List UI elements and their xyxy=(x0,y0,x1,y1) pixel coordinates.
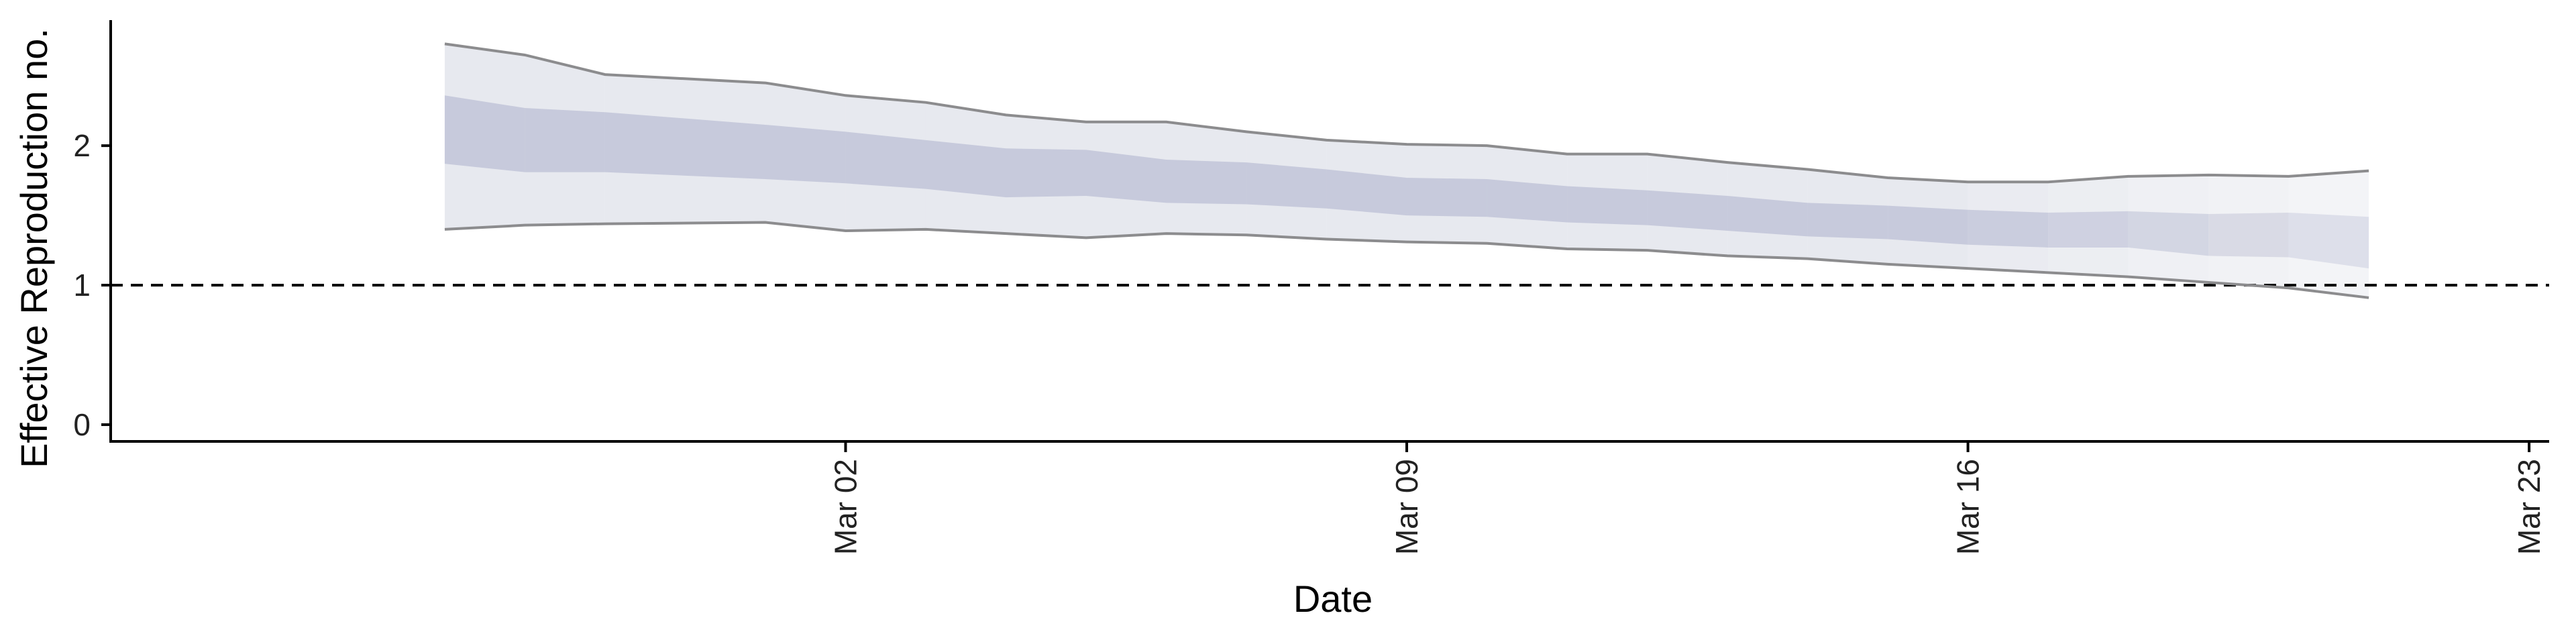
y-axis-title: Effective Reproduction no. xyxy=(13,28,55,468)
y-tick-label: 1 xyxy=(73,268,91,303)
x-tick-label: Mar 16 xyxy=(1951,459,1986,555)
inner-band-segment xyxy=(1086,150,1167,203)
inner-band-segment xyxy=(1647,190,1728,231)
inner-band-segment xyxy=(925,140,1006,198)
interval-bands xyxy=(444,44,2369,298)
inner-band-segment xyxy=(604,112,765,180)
inner-band-segment xyxy=(525,108,605,172)
inner-band-segment xyxy=(1326,169,1407,216)
inner-band-segment xyxy=(1807,203,1888,239)
inner-band-segment xyxy=(845,131,926,189)
inner-band-segment xyxy=(1888,205,1968,245)
inner-band-segment xyxy=(765,124,846,184)
inner-band-segment xyxy=(1246,162,1327,209)
inner-band-segment xyxy=(2208,212,2289,258)
y-tick-label: 0 xyxy=(73,407,91,442)
inner-band-segment xyxy=(1006,148,1086,198)
inner-band-segment xyxy=(444,95,525,172)
inner-band-segment xyxy=(1567,186,1648,225)
inner-band-segment xyxy=(1727,196,1808,237)
outer-interval-lower-line xyxy=(444,221,2369,299)
y-tick-label: 2 xyxy=(73,128,91,163)
inner-band-segment xyxy=(1487,179,1568,223)
x-axis-title: Date xyxy=(1293,578,1373,620)
y-axis-ticks: 0 1 2 xyxy=(73,128,111,442)
outer-interval-upper-line xyxy=(444,42,2369,184)
inner-band-segment xyxy=(1166,159,1247,205)
inner-band-segment xyxy=(2128,211,2209,256)
x-tick-label: Mar 09 xyxy=(1389,459,1424,555)
inner-band-segment xyxy=(1968,209,2049,248)
outer-band-segment xyxy=(2288,170,2369,298)
x-tick-label: Mar 02 xyxy=(828,459,863,555)
inner-band-segment xyxy=(2048,211,2129,248)
x-axis-ticks: Mar 02 Mar 09 Mar 16 Mar 23 xyxy=(828,441,2546,555)
inner-band-segment xyxy=(2288,212,2369,269)
inner-band-segment xyxy=(1407,177,1487,217)
x-tick-label: Mar 23 xyxy=(2512,459,2546,555)
